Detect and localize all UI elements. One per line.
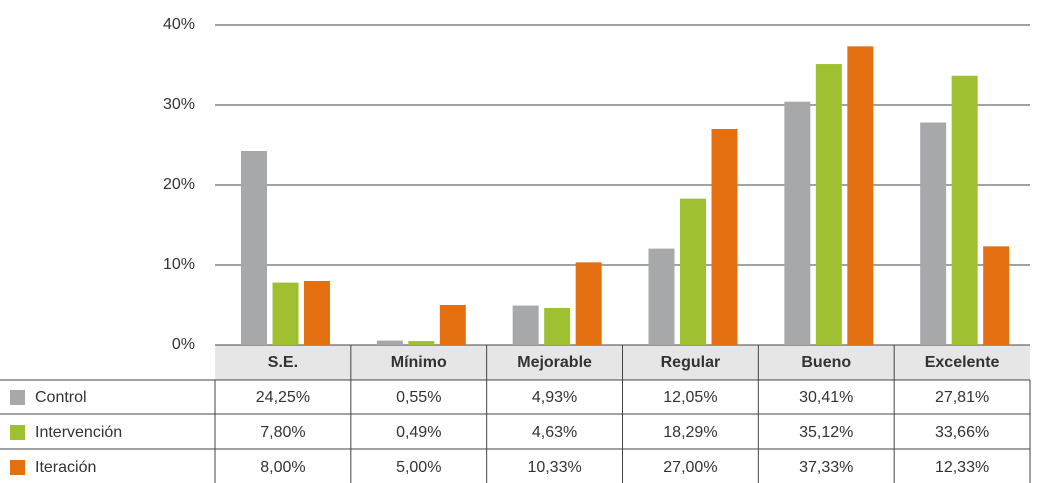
bar [847,46,874,346]
table-cell: 0,49% [396,424,441,441]
legend-label: Iteración [35,459,96,476]
bar [512,305,539,345]
legend-swatch [10,460,25,475]
table-cell: 30,41% [799,389,853,406]
y-tick-label: 10% [163,256,195,273]
category-label: Mejorable [517,354,592,371]
table-cell: 35,12% [799,424,853,441]
table-cell: 5,00% [396,459,441,476]
bar [711,129,738,345]
table-cell: 33,66% [935,424,989,441]
bar [272,282,299,345]
bar [241,151,267,345]
category-label: Bueno [801,354,851,371]
table-cell: 37,33% [799,459,853,476]
bar [304,281,330,345]
bar [544,307,571,345]
bar [815,64,842,345]
legend-label: Intervención [35,424,122,441]
bar [439,305,466,345]
y-tick-label: 40% [163,16,195,33]
table-cell: 27,00% [663,459,717,476]
legend-swatch [10,390,25,405]
table-cell: 12,33% [935,459,989,476]
table-cell: 7,80% [260,424,305,441]
bar [680,198,706,345]
table-cell: 12,05% [663,389,717,406]
table-cell: 8,00% [260,459,305,476]
category-label: S.E. [268,354,298,371]
bar [408,341,435,345]
category-label: Mínimo [391,354,447,371]
bar [648,248,675,345]
bar [983,246,1010,345]
bar [376,340,403,345]
table-cell: 18,29% [663,424,717,441]
category-label: Excelente [925,354,1000,371]
y-tick-label: 20% [163,176,195,193]
legend-label: Control [35,389,87,406]
table-cell: 24,25% [256,389,310,406]
category-label: Regular [661,354,721,371]
bar [951,75,978,345]
table-cell: 10,33% [527,459,581,476]
bar [784,101,811,345]
table-cell: 4,63% [532,424,577,441]
y-tick-label: 30% [163,96,195,113]
y-tick-label: 0% [172,336,195,353]
bar [920,122,947,346]
table-cell: 27,81% [935,389,989,406]
legend-swatch [10,425,25,440]
bar [575,262,602,345]
table-cell: 0,55% [396,389,441,406]
table-cell: 4,93% [532,389,577,406]
